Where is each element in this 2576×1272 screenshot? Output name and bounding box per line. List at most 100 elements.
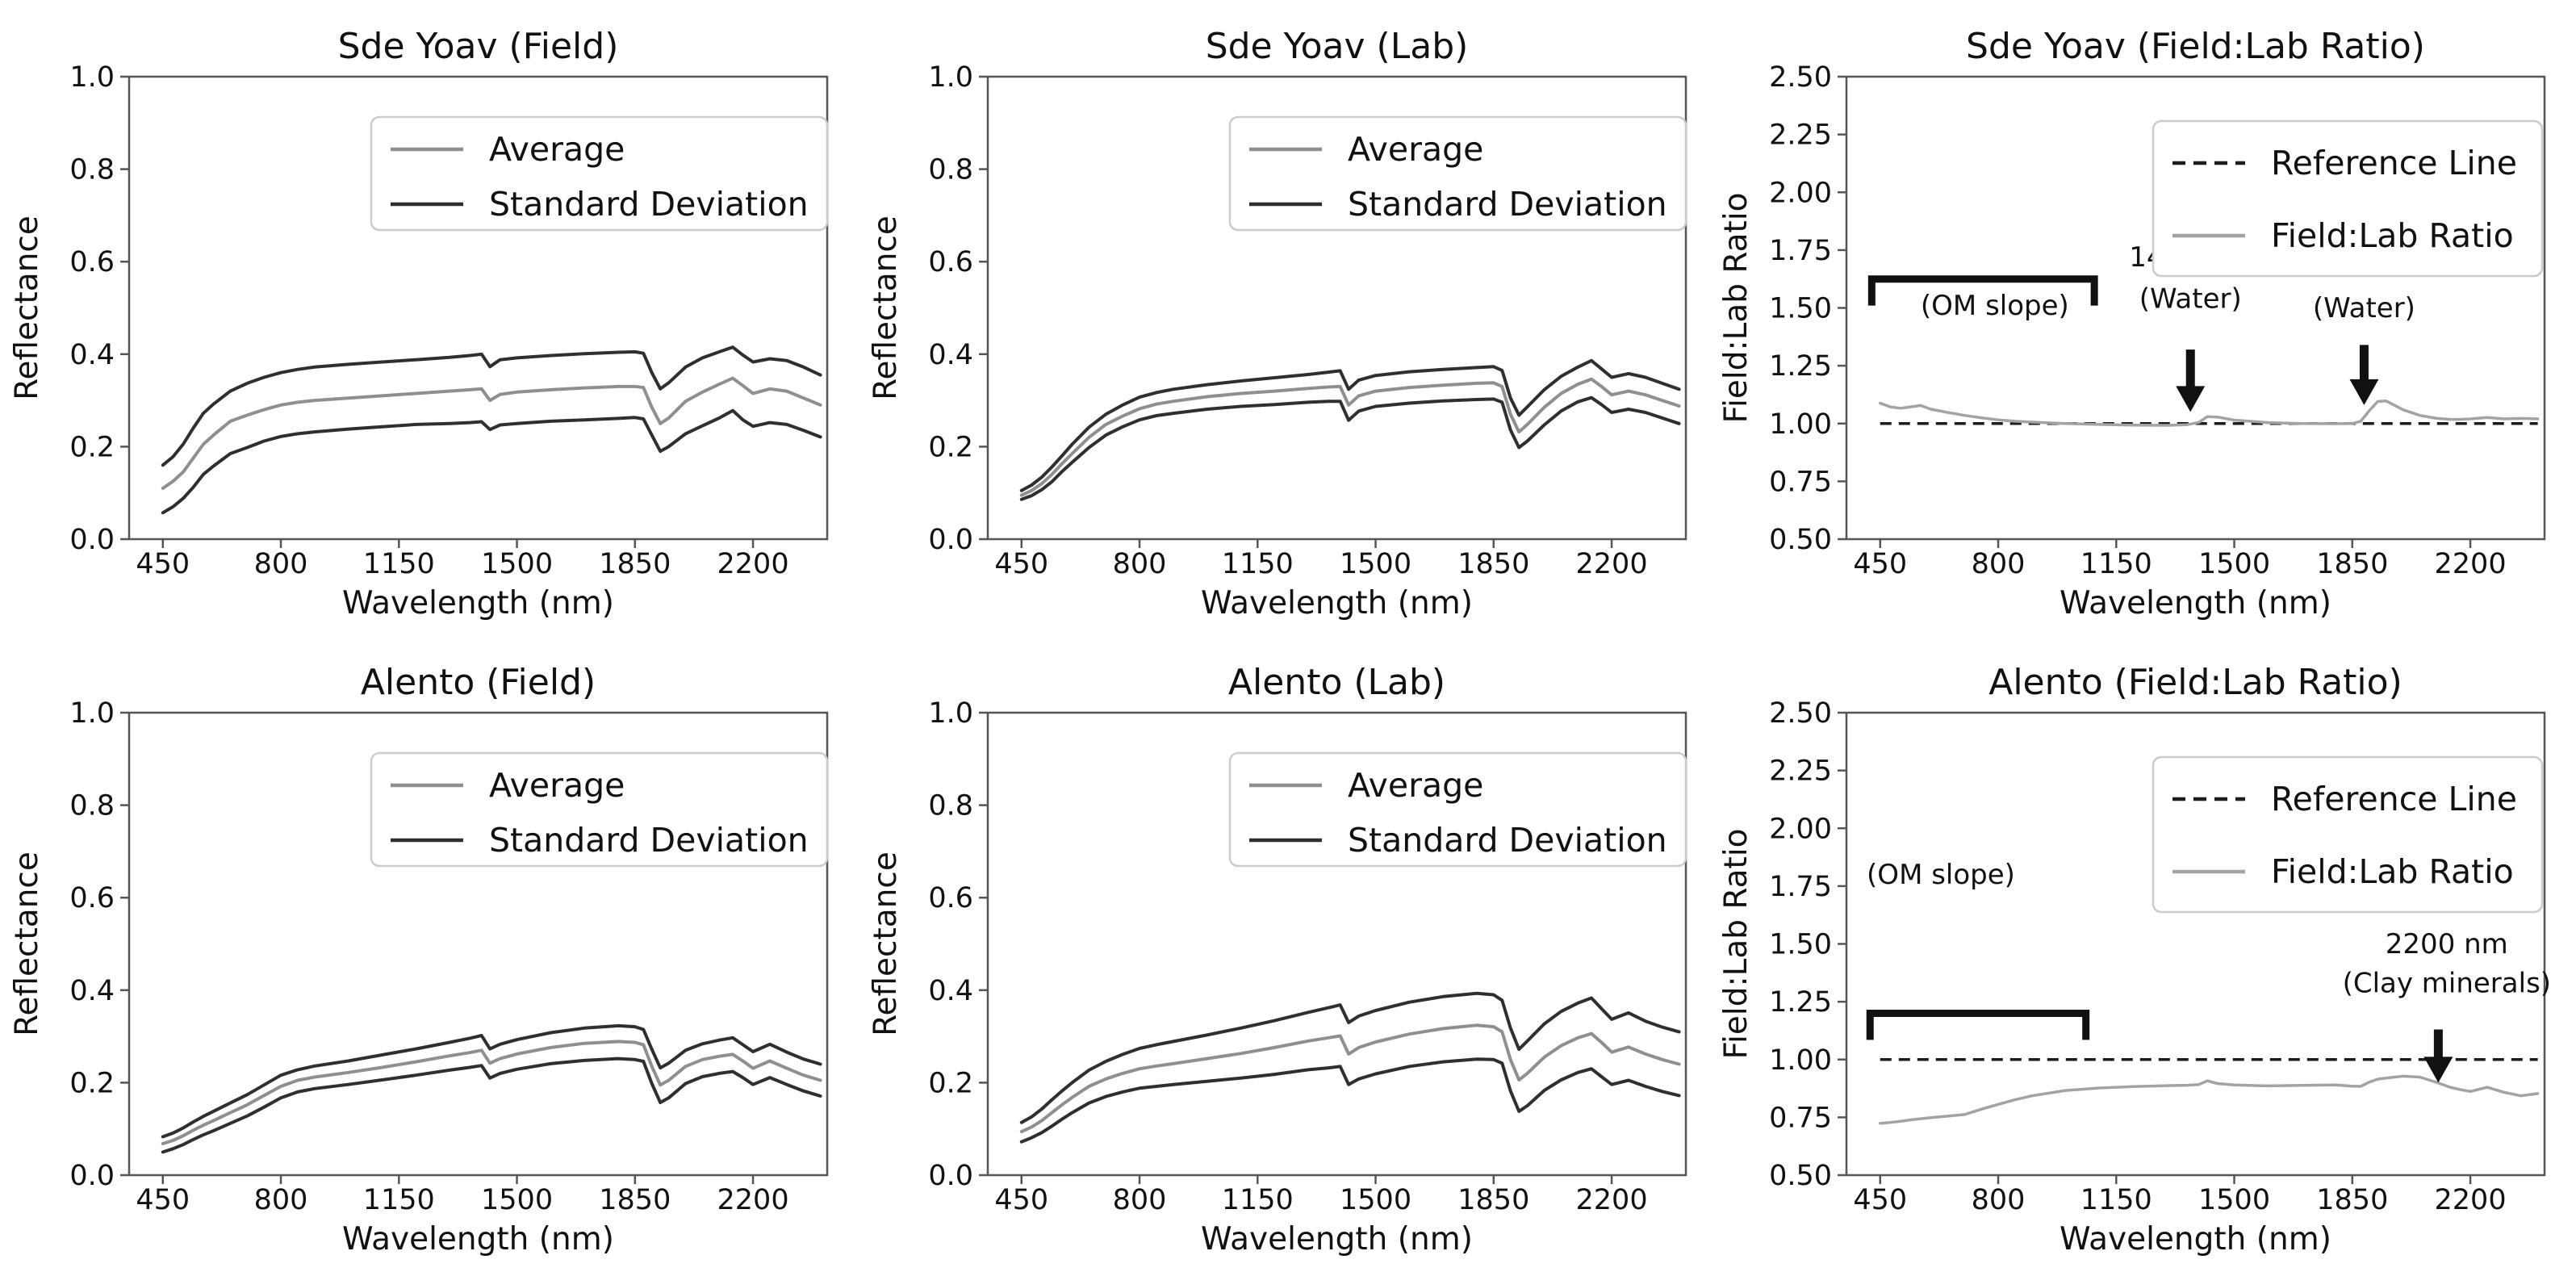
x-tick-label: 1850 [1457,548,1529,580]
y-tick-label: 1.50 [1769,293,1832,325]
x-tick-label: 800 [254,1184,308,1216]
legend-box [2152,119,2544,278]
series-line-average [161,1040,822,1145]
x-axis-label: Wavelength (nm) [342,1221,614,1257]
x-tick-label: 2200 [2435,548,2507,580]
plot-frame [128,711,829,1177]
chart-title: Alento (Field:Lab Ratio) [1988,662,2402,703]
x-tick-label: 1500 [2198,1184,2270,1216]
y-tick-label: 2.00 [1769,813,1832,845]
x-axis-label: Wavelength (nm) [2060,1221,2331,1257]
y-tick-label: 2.00 [1769,177,1832,209]
annotation-text: (Water) [2139,283,2242,316]
x-tick-label: 2200 [2435,1184,2507,1216]
y-tick-label: 0.50 [1769,524,1832,556]
annotation-text: (OM slope) [1921,290,2069,322]
legend-label: Average [1348,130,1483,169]
plot-frame [986,75,1687,541]
x-tick-label: 450 [1853,548,1907,580]
legend-label: Reference Line [2271,144,2517,182]
x-tick-label: 1500 [2198,548,2270,580]
x-tick-label: 1150 [1222,548,1294,580]
chart-sde-yoav-field: 450 800 1150 1500 1850 2200 0.0 0.2 0.4 0.6 0.8 1.0… [0,0,859,636]
legend-label: Field:Lab Ratio [2271,852,2514,891]
x-axis-label: Wavelength (nm) [1201,585,1473,621]
y-tick-label: 0.0 [69,524,115,556]
down-arrow-icon [2176,386,2206,412]
down-arrow-icon [2423,1057,2453,1083]
legend-label: Field:Lab Ratio [2271,216,2514,255]
y-tick-label: 0.2 [928,431,973,463]
x-axis-label: Wavelength (nm) [342,585,614,621]
y-tick-label: 0.6 [69,246,115,278]
chart-title: Sde Yoav (Lab) [1206,26,1469,67]
x-tick-label: 800 [254,548,308,580]
y-tick-label: 1.0 [69,61,115,94]
y-tick-label: 0.6 [928,246,973,278]
y-tick-label: 0.6 [928,882,973,914]
x-tick-label: 800 [1113,1184,1167,1216]
y-tick-label: 2.50 [1769,61,1832,94]
x-tick-label: 1850 [599,1184,671,1216]
series-line-average-sd [161,1057,822,1154]
y-tick-label: 0.4 [69,975,115,1007]
annotation-text: (Clay minerals) [2343,968,2552,1000]
y-tick-label: 1.50 [1769,929,1832,961]
y-tick-label: 0.8 [69,790,115,822]
x-tick-label: 1500 [1340,548,1411,580]
y-tick-label: 1.75 [1769,235,1832,267]
y-axis-label: Field:Lab Ratio [1718,828,1754,1059]
y-axis-label: Reflectance [868,215,904,400]
series-line-field-lab-ratio [1879,1074,2540,1125]
y-tick-label: 0.0 [928,1160,973,1192]
legend-label: Standard Deviation [489,821,809,860]
chart-title: Sde Yoav (Field) [338,26,619,67]
plot-frame [128,75,829,541]
y-tick-label: 1.0 [69,697,115,730]
y-tick-label: 1.0 [928,697,973,730]
legend-label: Standard Deviation [1348,821,1667,860]
y-tick-label: 0.4 [928,339,973,371]
plot-frame [986,711,1687,1177]
y-tick-label: 0.8 [928,790,973,822]
x-tick-label: 1150 [2080,548,2152,580]
x-tick-label: 1150 [363,548,435,580]
y-tick-label: 0.8 [69,154,115,186]
y-axis-label: Reflectance [868,851,904,1036]
x-tick-label: 800 [1972,1184,2026,1216]
annotation-text: 2200 nm [2386,928,2508,960]
legend-box [1228,115,1687,232]
annotation-text: (Water) [2313,292,2415,324]
legend-label: Average [489,130,625,169]
chart-alento-field: 450 800 1150 1500 1850 2200 0.0 0.2 0.4 0.6 0.8 1.0… [0,636,859,1272]
chart-sde-yoav-lab: 450 800 1150 1500 1850 2200 0.0 0.2 0.4 0.6 0.8 1.0… [859,0,1717,636]
chart-title: Sde Yoav (Field:Lab Ratio) [1966,26,2425,67]
x-tick-label: 2200 [717,548,789,580]
y-tick-label: 0.6 [69,882,115,914]
legend-label: Reference Line [2271,780,2517,818]
x-tick-label: 450 [136,1184,190,1216]
legend-label: Standard Deviation [1348,185,1667,224]
x-tick-label: 800 [1113,548,1167,580]
x-tick-label: 1150 [2080,1184,2152,1216]
y-tick-label: 1.25 [1769,986,1832,1019]
y-tick-label: 0.75 [1769,466,1832,498]
x-axis-label: Wavelength (nm) [1201,1221,1473,1257]
y-tick-label: 1.00 [1769,1044,1832,1077]
x-tick-label: 2200 [1576,548,1648,580]
y-tick-label: 1.00 [1769,408,1832,441]
y-tick-label: 2.25 [1769,755,1832,788]
y-tick-label: 1.0 [928,61,973,94]
y-tick-label: 0.0 [928,524,973,556]
series-line-average-sd [161,408,822,515]
x-tick-label: 1850 [599,548,671,580]
series-line-average-sd [161,345,822,467]
legend-box [1228,751,1687,868]
legend-box [370,751,829,868]
x-tick-label: 1850 [1457,1184,1529,1216]
chart-alento-lab: 450 800 1150 1500 1850 2200 0.0 0.2 0.4 0.6 0.8 1.0… [859,636,1717,1272]
x-tick-label: 2200 [717,1184,789,1216]
legend-label: Standard Deviation [489,185,809,224]
series-line-average-sd [161,1023,822,1139]
